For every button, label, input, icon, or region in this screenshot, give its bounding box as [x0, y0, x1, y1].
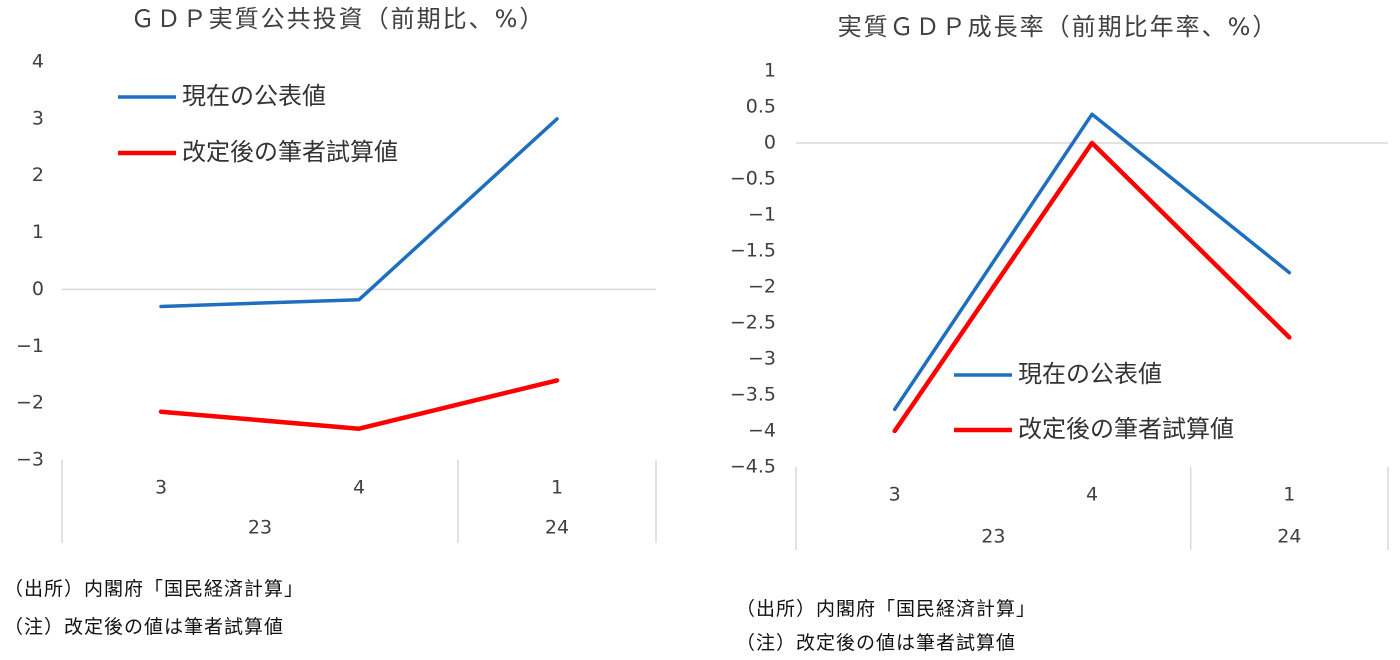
chart2-y-tick-label: 0 [764, 132, 776, 154]
chart2-y-tick-label: −0.5 [730, 168, 776, 190]
chart1-y-tick-label: 2 [32, 164, 44, 186]
chart2-y-tick-label: −4 [748, 420, 776, 442]
chart1-title: ＧＤＰ実質公共投資（前期比、%） [131, 5, 546, 33]
chart2-x-tick-label: 3 [889, 484, 901, 506]
chart2-y-tick-label: 1 [764, 60, 776, 82]
chart1-y-tick-label: 3 [32, 107, 44, 129]
chart1-x-group-label: 23 [248, 517, 272, 539]
chart2-footnote: （注）改定後の値は筆者試算値 [736, 632, 1017, 654]
chart1-y-tick-label: 4 [32, 51, 44, 73]
chart2-y-tick-label: −3 [748, 348, 776, 370]
chart2-y-tick-label: −2.5 [730, 312, 776, 334]
chart1-series-line-2 [158, 378, 560, 431]
chart2-title: 実質ＧＤＰ成長率（前期比年率、%） [838, 13, 1279, 41]
chart1-y-tick-label: 1 [32, 221, 44, 243]
chart2-x-group-label: 24 [1277, 526, 1301, 548]
chart1-x-tick-label: 3 [155, 477, 167, 499]
chart2-legend-label-2: 改定後の筆者試算値 [1018, 415, 1234, 443]
chart2-x-tick-label: 4 [1086, 484, 1098, 506]
chart2-y-tick-label: −1 [748, 204, 776, 226]
chart1-y-tick-label: −3 [16, 449, 44, 471]
chart2-legend-label-1: 現在の公表値 [1018, 360, 1162, 388]
chart1-y-tick-label: −1 [16, 335, 44, 357]
chart1-x-group-label: 24 [545, 517, 569, 539]
chart1-legend-label-1: 現在の公表値 [182, 82, 326, 110]
chart1-y-tick-label: 0 [32, 278, 44, 300]
chart2-x-group-label: 23 [981, 526, 1005, 548]
chart2-x-tick-label: 1 [1283, 484, 1295, 506]
chart2-y-tick-label: −2 [748, 276, 776, 298]
chart1-source-note: （出所）内閣府「国民経済計算」 [4, 578, 305, 600]
chart2-y-tick-label: −1.5 [730, 240, 776, 262]
chart2-y-tick-label: −4.5 [730, 456, 776, 478]
chart2-y-tick-label: −3.5 [730, 384, 776, 406]
chart1-x-tick-label: 4 [353, 477, 365, 499]
chart1-x-tick-label: 1 [551, 477, 563, 499]
chart2-y-tick-label: 0.5 [746, 96, 776, 118]
chart2-source-note: （出所）内閣府「国民経済計算」 [736, 598, 1037, 620]
chart1-footnote: （注）改定後の値は筆者試算値 [4, 616, 285, 638]
chart1-legend-label-2: 改定後の筆者試算値 [182, 138, 398, 166]
chart1-y-tick-label: −2 [16, 392, 44, 414]
